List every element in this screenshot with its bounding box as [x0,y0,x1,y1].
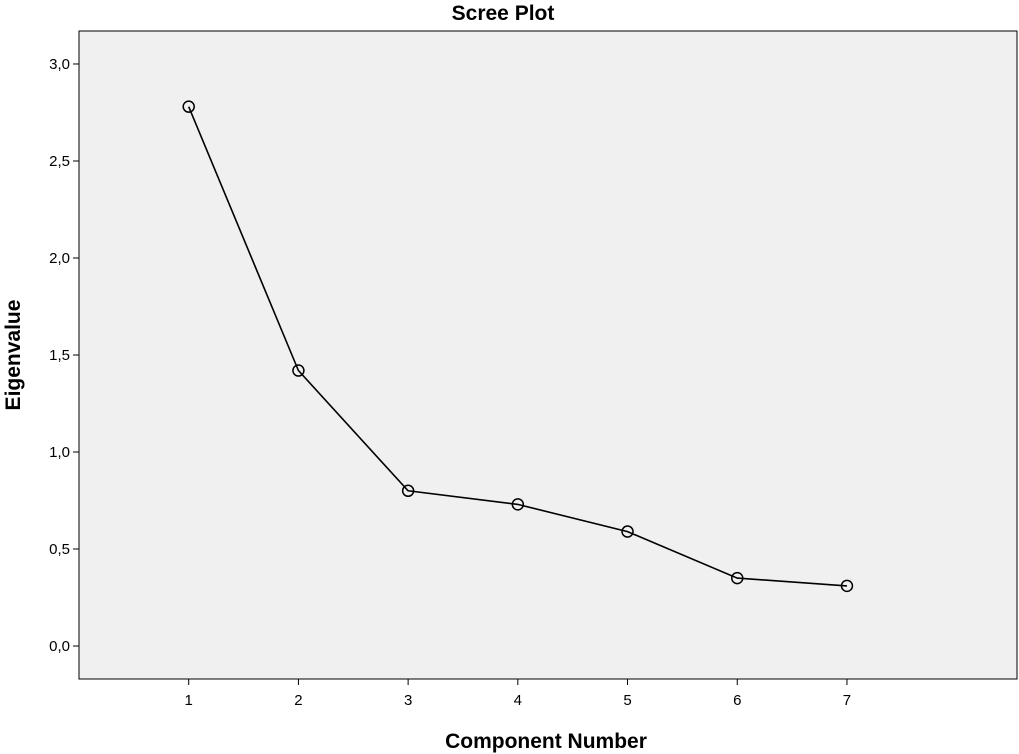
chart-title: Scree Plot [452,2,555,25]
series-line [187,106,848,587]
y-tick-label: 2,5 [49,153,70,170]
x-tick-label: 2 [294,692,302,709]
y-tick-label: 0,5 [49,541,70,558]
x-tick-label: 3 [404,692,412,709]
x-tick-label: 1 [185,692,193,709]
x-tick-label: 6 [733,692,741,709]
x-axis-label: Component Number [445,730,647,753]
x-tick-label: 4 [514,692,522,709]
data-points [182,100,854,593]
data-point [292,364,305,377]
data-point [840,579,854,593]
data-point [730,571,744,585]
data-point [182,100,195,113]
x-axis: 1 2 3 4 5 6 7 [185,679,851,709]
x-tick-label: 7 [843,692,851,709]
y-tick-label: 0,0 [49,638,70,655]
y-tick-label: 2,0 [49,250,70,267]
y-axis: 0,0 0,5 1,0 1,5 2,0 2,5 3,0 [49,56,79,655]
x-tick-label: 5 [623,692,631,709]
y-tick-label: 3,0 [49,56,70,73]
plot-area [78,30,1018,680]
data-point [621,525,634,538]
y-tick-label: 1,0 [49,444,70,461]
data-point [511,498,525,511]
y-tick-label: 1,5 [49,347,70,364]
y-axis-label: Eigenvalue [2,300,25,411]
data-point [401,484,415,498]
